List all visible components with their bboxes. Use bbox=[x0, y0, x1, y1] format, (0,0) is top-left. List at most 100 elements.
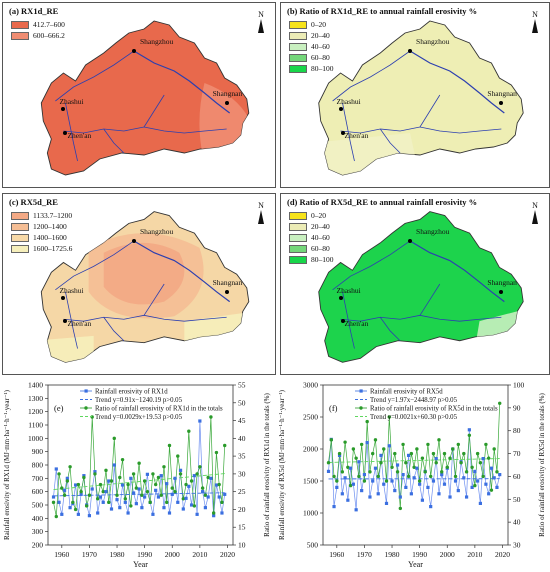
x-tick-label: 1980 bbox=[385, 550, 400, 559]
point-rx bbox=[365, 441, 369, 445]
point-ratio bbox=[473, 483, 477, 488]
city-marker bbox=[408, 238, 413, 243]
y-tick-label: 300 bbox=[32, 527, 44, 536]
legend-label: Rainfall erosivity of RX1d bbox=[95, 389, 168, 396]
y-tick-label: 1100 bbox=[28, 421, 43, 430]
point-rx bbox=[134, 502, 138, 506]
point-rx bbox=[362, 473, 367, 477]
point-rx bbox=[173, 476, 177, 480]
point-ratio bbox=[51, 500, 56, 505]
map-panel-c: (c) RX5d_RE 1133.7–1200 1200–1400 1400–1600… bbox=[2, 193, 276, 375]
map-panel-b: (b) Ratio of RX1d_RE to annual rainfall … bbox=[280, 2, 550, 188]
point-ratio bbox=[192, 504, 197, 508]
point-rx bbox=[51, 495, 56, 499]
point-rx bbox=[123, 500, 127, 504]
point-ratio bbox=[437, 438, 441, 442]
point-rx bbox=[65, 476, 69, 480]
point-ratio bbox=[142, 479, 147, 483]
point-ratio bbox=[354, 456, 358, 460]
panel-label: (f) bbox=[329, 403, 338, 413]
y-tick-label: 3000 bbox=[303, 381, 318, 390]
city-marker bbox=[63, 131, 68, 135]
point-rx bbox=[484, 482, 488, 486]
city-marker bbox=[131, 49, 136, 53]
point-rx bbox=[453, 479, 458, 483]
point-rx bbox=[167, 511, 172, 515]
point-ratio bbox=[65, 479, 70, 483]
point-rx bbox=[357, 460, 361, 464]
river-line bbox=[143, 94, 165, 128]
point-rx bbox=[129, 476, 133, 480]
y2-tick-label: 50 bbox=[513, 495, 521, 504]
point-rx bbox=[162, 506, 166, 510]
y2-axis-label: Ratio of rainfall erosivity of RX5d in t… bbox=[538, 393, 546, 537]
point-rx bbox=[382, 482, 386, 486]
point-rx bbox=[462, 476, 466, 480]
x-tick-label: 1990 bbox=[412, 550, 427, 559]
point-ratio bbox=[451, 447, 455, 451]
point-rx bbox=[62, 488, 67, 492]
legend-label: 80–100 bbox=[311, 64, 334, 73]
point-rx bbox=[137, 487, 141, 491]
north-arrow-icon: N bbox=[529, 11, 541, 33]
point-rx bbox=[54, 467, 58, 471]
point-ratio bbox=[167, 443, 172, 448]
y2-axis-label: Ratio of rainfall erosivity of RX1d in t… bbox=[263, 393, 271, 537]
point-ratio bbox=[409, 451, 414, 456]
river-line bbox=[65, 102, 78, 162]
legend-swatch bbox=[289, 42, 307, 51]
river-line bbox=[55, 240, 135, 291]
y-tick-label: 600 bbox=[32, 487, 44, 496]
point-ratio bbox=[371, 451, 375, 456]
point-ratio bbox=[79, 489, 83, 494]
point-ratio bbox=[189, 479, 194, 483]
point-rx bbox=[346, 498, 350, 502]
point-ratio bbox=[120, 457, 125, 462]
point-ratio bbox=[140, 493, 144, 497]
point-rx bbox=[93, 470, 97, 474]
point-rx bbox=[401, 473, 405, 477]
y-tick-label: 2000 bbox=[303, 445, 318, 454]
city-label-zhashui: Zhashui bbox=[336, 97, 361, 106]
point-rx bbox=[87, 514, 92, 518]
city-label-zhenan: Zhen'an bbox=[67, 131, 92, 140]
point-ratio bbox=[382, 447, 386, 451]
point-ratio bbox=[148, 500, 152, 505]
point-ratio bbox=[445, 465, 449, 469]
point-ratio bbox=[126, 482, 130, 487]
point-ratio bbox=[104, 468, 108, 473]
point-ratio bbox=[57, 472, 61, 476]
point-ratio bbox=[123, 497, 128, 501]
point-ratio bbox=[98, 482, 103, 487]
point-ratio bbox=[101, 489, 105, 494]
panel-label: (e) bbox=[54, 403, 64, 413]
point-ratio bbox=[412, 465, 416, 469]
point-rx bbox=[126, 511, 130, 515]
point-rx bbox=[478, 501, 482, 505]
x-tick-label: 1990 bbox=[137, 550, 152, 559]
y2-tick-label: 20 bbox=[238, 505, 246, 514]
y2-tick-label: 35 bbox=[238, 452, 246, 461]
point-ratio bbox=[346, 465, 350, 469]
point-rx bbox=[198, 419, 202, 423]
river-line bbox=[65, 291, 78, 349]
point-ratio bbox=[211, 511, 216, 515]
legend-item: 20–40 bbox=[289, 30, 334, 41]
y-tick-label: 2500 bbox=[303, 413, 318, 422]
y2-tick-label: 25 bbox=[238, 487, 246, 496]
point-rx bbox=[343, 476, 347, 480]
point-ratio bbox=[365, 419, 369, 424]
point-ratio bbox=[156, 475, 161, 480]
point-ratio bbox=[137, 461, 141, 465]
point-ratio bbox=[76, 482, 81, 487]
north-arrow-icon: N bbox=[255, 202, 267, 224]
legend-label: Ratio of rainfall erosivity of RX1d in t… bbox=[95, 406, 223, 413]
y-tick-label: 200 bbox=[32, 541, 44, 550]
legend-item: 1600–1725.6 bbox=[11, 243, 72, 254]
point-ratio bbox=[145, 489, 150, 494]
map-svg bbox=[40, 20, 250, 176]
point-ratio bbox=[200, 486, 205, 490]
point-ratio bbox=[217, 482, 221, 487]
y2-tick-label: 10 bbox=[238, 541, 246, 550]
point-rx bbox=[214, 483, 219, 487]
